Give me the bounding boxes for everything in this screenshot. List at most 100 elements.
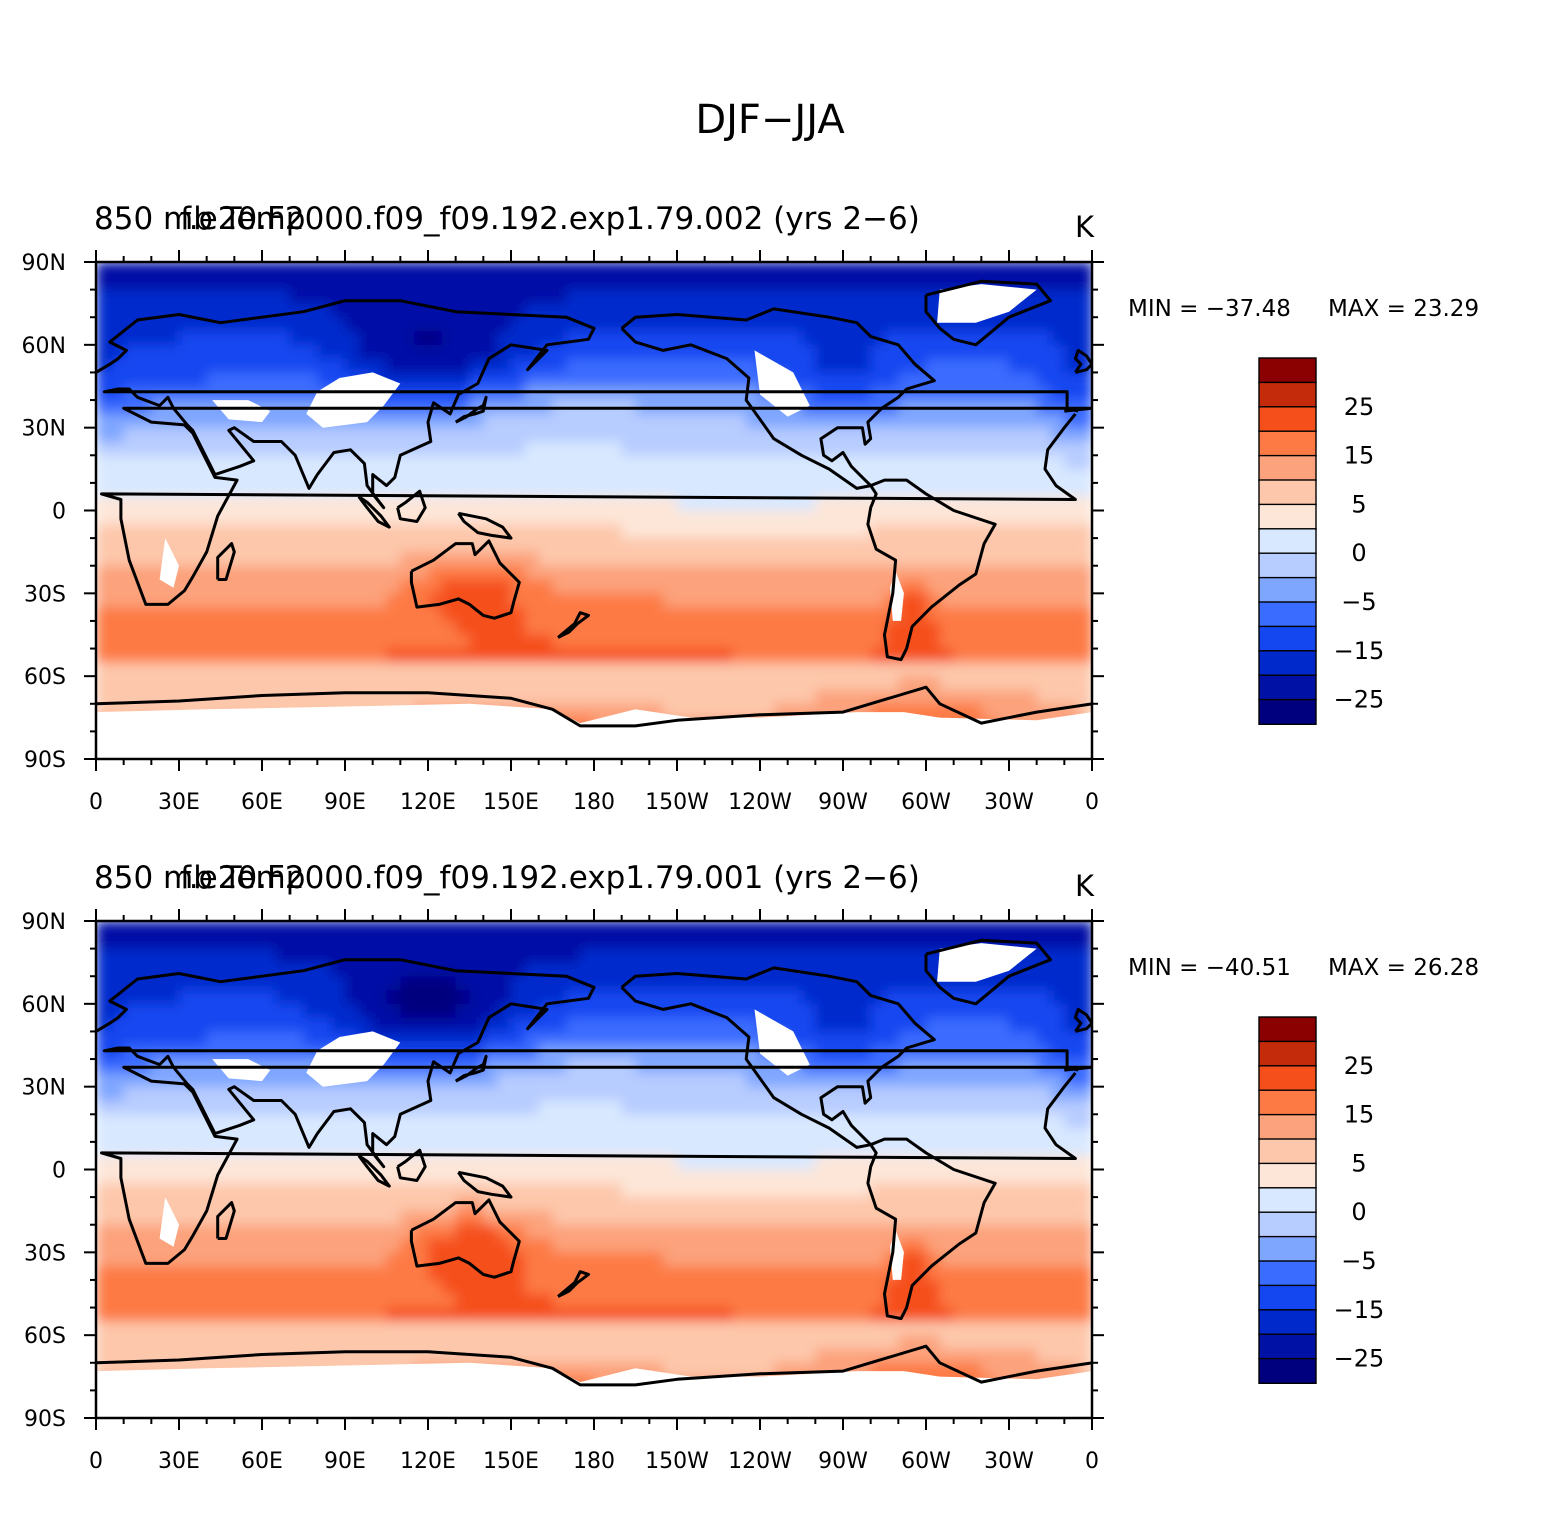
field-cell <box>856 1017 872 1033</box>
field-cell <box>898 331 913 346</box>
field-cell <box>995 1169 1010 1185</box>
field-cell <box>815 1238 830 1254</box>
field-cell <box>787 990 803 1005</box>
field-cell <box>455 607 471 622</box>
field-cell <box>718 331 734 346</box>
field-cell <box>746 676 761 691</box>
field-cell <box>192 1293 208 1309</box>
field-cell <box>317 976 332 991</box>
field-cell <box>566 1210 581 1226</box>
field-cell <box>538 1293 554 1309</box>
field-cell <box>1022 344 1038 360</box>
field-cell <box>469 386 485 401</box>
field-cell <box>718 607 734 622</box>
field-cell <box>580 469 595 484</box>
field-cell <box>179 1114 194 1129</box>
field-cell <box>621 579 637 595</box>
field-cell <box>345 303 360 319</box>
field-cell <box>303 524 319 539</box>
field-cell <box>483 289 498 305</box>
field-cell <box>552 1072 568 1088</box>
field-cell <box>718 1045 734 1060</box>
field-cell <box>414 1335 429 1350</box>
field-cell <box>580 427 595 443</box>
field-cell <box>787 1197 803 1212</box>
field-cell <box>469 1155 485 1171</box>
field-cell <box>732 634 747 650</box>
field-cell <box>524 262 540 277</box>
field-cell <box>414 469 429 484</box>
field-cell <box>801 289 817 305</box>
field-cell <box>870 593 886 608</box>
field-cell <box>1078 1155 1092 1171</box>
field-cell <box>1050 689 1066 705</box>
field-cell <box>538 1307 554 1323</box>
field-cell <box>1050 934 1066 950</box>
field-cell <box>248 289 263 305</box>
field-cell <box>179 1210 194 1226</box>
field-cell <box>801 990 817 1005</box>
field-cell <box>926 990 941 1005</box>
field-cell <box>275 607 291 622</box>
field-cell <box>746 1321 761 1336</box>
field-cell <box>801 620 817 636</box>
field-cell <box>234 358 249 374</box>
field-cell <box>234 1169 249 1185</box>
field-cell <box>1078 662 1092 677</box>
field-cell <box>179 551 194 567</box>
field-cell <box>981 469 996 484</box>
field-cell <box>372 1183 388 1198</box>
field-cell <box>939 358 955 374</box>
field-cell <box>649 990 664 1005</box>
field-cell <box>414 662 429 677</box>
field-cell <box>428 455 443 470</box>
field-cell <box>455 1279 471 1295</box>
field-cell <box>234 1307 249 1323</box>
field-cell <box>1078 1197 1092 1212</box>
field-cell <box>649 551 664 567</box>
field-cell <box>856 1224 872 1240</box>
field-cell <box>856 962 872 978</box>
field-cell <box>815 1293 830 1309</box>
field-cell <box>234 648 249 664</box>
field-cell <box>760 1100 775 1116</box>
field-cell <box>1050 372 1066 388</box>
field-cell <box>704 1197 720 1212</box>
field-cell <box>109 1238 125 1254</box>
field-cell <box>538 386 554 401</box>
field-cell <box>843 1197 858 1212</box>
field-cell <box>206 262 222 277</box>
field-cell <box>1078 1307 1092 1323</box>
field-cell <box>123 634 139 650</box>
field-cell <box>773 1003 789 1019</box>
x-tick-label: 90W <box>818 790 868 815</box>
field-cell <box>220 1003 236 1019</box>
field-cell <box>566 593 581 608</box>
field-cell <box>939 1169 955 1185</box>
field-cell <box>856 275 872 291</box>
field-cell <box>856 1114 872 1129</box>
field-cell <box>179 1224 194 1240</box>
field-cell <box>538 1266 554 1281</box>
field-cell <box>372 565 388 581</box>
field-cell <box>594 921 609 936</box>
field-cell <box>345 1224 360 1240</box>
field-cell <box>331 1183 346 1198</box>
field-cell <box>663 1183 678 1198</box>
field-cell <box>815 676 830 691</box>
field-cell <box>953 1128 969 1143</box>
field-cell <box>566 344 581 360</box>
field-cell <box>109 593 125 608</box>
field-cell <box>732 1279 747 1295</box>
field-cell <box>386 1169 402 1185</box>
field-cell <box>967 634 983 650</box>
field-cell <box>663 607 678 622</box>
field-cell <box>995 262 1010 277</box>
field-cell <box>1064 1321 1079 1336</box>
field-cell <box>331 1155 346 1171</box>
field-cell <box>621 386 637 401</box>
field-cell <box>815 524 830 539</box>
field-cell <box>1064 607 1079 622</box>
field-cell <box>718 1252 734 1267</box>
field-cell <box>275 648 291 664</box>
